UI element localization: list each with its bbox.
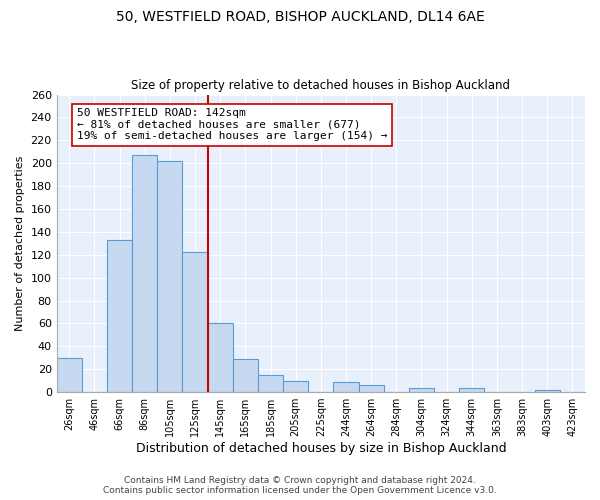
Text: 50, WESTFIELD ROAD, BISHOP AUCKLAND, DL14 6AE: 50, WESTFIELD ROAD, BISHOP AUCKLAND, DL1… [116, 10, 484, 24]
Bar [535, 390, 560, 392]
Bar [258, 375, 283, 392]
Bar [208, 324, 233, 392]
Title: Size of property relative to detached houses in Bishop Auckland: Size of property relative to detached ho… [131, 79, 511, 92]
Bar [359, 385, 384, 392]
Text: 50 WESTFIELD ROAD: 142sqm
← 81% of detached houses are smaller (677)
19% of semi: 50 WESTFIELD ROAD: 142sqm ← 81% of detac… [77, 108, 387, 142]
Bar [334, 382, 359, 392]
Text: Contains HM Land Registry data © Crown copyright and database right 2024.
Contai: Contains HM Land Registry data © Crown c… [103, 476, 497, 495]
Bar [157, 161, 182, 392]
Bar [459, 388, 484, 392]
Bar [132, 155, 157, 392]
Bar [182, 252, 208, 392]
Bar [107, 240, 132, 392]
Bar [233, 359, 258, 392]
X-axis label: Distribution of detached houses by size in Bishop Auckland: Distribution of detached houses by size … [136, 442, 506, 455]
Bar [283, 380, 308, 392]
Y-axis label: Number of detached properties: Number of detached properties [15, 156, 25, 331]
Bar [409, 388, 434, 392]
Bar [56, 358, 82, 392]
